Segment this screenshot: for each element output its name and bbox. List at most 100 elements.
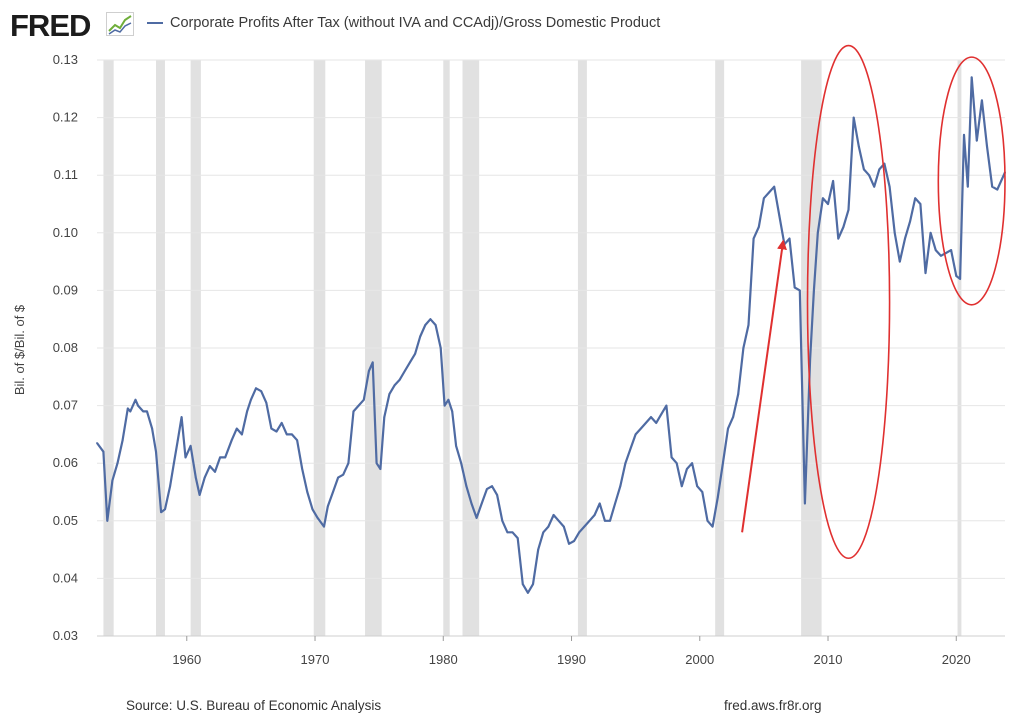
data-point bbox=[645, 421, 647, 424]
data-point bbox=[614, 502, 617, 505]
data-point bbox=[403, 370, 406, 372]
data-point bbox=[367, 370, 370, 372]
legend-label: Corporate Profits After Tax (without IVA… bbox=[170, 15, 661, 31]
data-point bbox=[747, 324, 750, 326]
data-point bbox=[950, 249, 953, 251]
data-point bbox=[316, 517, 319, 519]
data-point bbox=[578, 531, 581, 534]
data-point bbox=[311, 508, 314, 511]
data-point bbox=[827, 203, 829, 205]
data-point bbox=[383, 416, 386, 419]
source-note: Source: U.S. Bureau of Economic Analysis bbox=[126, 698, 382, 713]
data-point bbox=[639, 427, 642, 430]
data-point bbox=[176, 439, 179, 442]
y-tick-label: 0.03 bbox=[53, 628, 78, 643]
site-credit[interactable]: fred.aws.fr8r.org bbox=[724, 698, 822, 713]
data-point bbox=[893, 231, 896, 234]
y-tick-label: 0.05 bbox=[53, 513, 78, 528]
data-point bbox=[160, 511, 163, 514]
data-point bbox=[898, 260, 901, 263]
data-point bbox=[573, 540, 575, 542]
data-point bbox=[981, 99, 983, 102]
data-point bbox=[285, 433, 288, 436]
data-point bbox=[924, 272, 927, 275]
data-point bbox=[557, 519, 560, 522]
data-point bbox=[832, 180, 835, 182]
data-point bbox=[214, 470, 216, 473]
data-point bbox=[501, 519, 504, 522]
data-point bbox=[506, 531, 509, 534]
fred-logo[interactable]: FRED bbox=[10, 8, 91, 43]
gridlines bbox=[97, 59, 1005, 637]
data-point bbox=[665, 404, 668, 407]
series-line[interactable] bbox=[96, 76, 1007, 594]
x-tick-label: 1960 bbox=[172, 652, 201, 667]
data-point bbox=[680, 485, 683, 488]
data-point bbox=[660, 413, 663, 416]
data-point bbox=[169, 485, 172, 488]
data-point bbox=[280, 421, 283, 424]
data-point bbox=[460, 462, 463, 465]
x-tick-label: 1980 bbox=[429, 652, 458, 667]
data-point bbox=[184, 456, 187, 459]
data-point bbox=[102, 450, 105, 453]
x-tick-label: 2020 bbox=[942, 652, 971, 667]
data-point bbox=[173, 462, 175, 465]
data-point bbox=[842, 226, 845, 228]
data-point bbox=[598, 502, 601, 505]
data-point bbox=[629, 447, 632, 450]
data-point bbox=[270, 427, 273, 430]
red-arrow-annotation bbox=[741, 239, 787, 533]
data-point bbox=[996, 188, 999, 191]
data-point bbox=[296, 439, 298, 442]
y-tick-label: 0.10 bbox=[53, 225, 78, 240]
data-point bbox=[650, 416, 652, 419]
data-point bbox=[778, 214, 781, 217]
data-point bbox=[975, 139, 978, 142]
data-point bbox=[111, 479, 114, 482]
data-point bbox=[798, 289, 801, 292]
data-point bbox=[727, 427, 729, 430]
data-point bbox=[857, 145, 860, 148]
data-point bbox=[291, 433, 293, 436]
red-ellipse-annotation bbox=[937, 56, 1006, 306]
data-point bbox=[716, 496, 719, 499]
data-point bbox=[963, 133, 965, 136]
data-point bbox=[362, 398, 365, 401]
data-point bbox=[804, 502, 806, 505]
data-point bbox=[137, 404, 139, 407]
data-point bbox=[852, 116, 855, 119]
data-point bbox=[337, 476, 340, 479]
x-tick-label: 2000 bbox=[685, 652, 714, 667]
data-point bbox=[208, 465, 211, 467]
data-point bbox=[813, 289, 815, 292]
data-point bbox=[934, 249, 937, 251]
data-point bbox=[909, 220, 911, 223]
data-point bbox=[634, 433, 637, 436]
data-point bbox=[655, 421, 658, 424]
data-point bbox=[180, 416, 183, 419]
y-axis-label: Bil. of $/Bil. of $ bbox=[12, 304, 27, 395]
data-point bbox=[155, 450, 157, 453]
data-point bbox=[624, 462, 627, 465]
y-tick-label: 0.12 bbox=[53, 110, 78, 125]
data-point bbox=[357, 404, 360, 407]
data-point bbox=[306, 491, 309, 493]
data-point bbox=[847, 208, 850, 211]
data-point bbox=[332, 491, 334, 493]
y-tick-label: 0.08 bbox=[53, 340, 78, 355]
legend-swatch bbox=[147, 22, 163, 25]
data-point bbox=[547, 525, 550, 528]
data-point bbox=[480, 502, 483, 505]
data-point bbox=[809, 358, 811, 361]
y-tick-label: 0.11 bbox=[54, 167, 78, 182]
data-point bbox=[342, 473, 345, 476]
data-point bbox=[721, 462, 724, 465]
data-point bbox=[619, 485, 622, 488]
data-point bbox=[475, 517, 478, 519]
data-point bbox=[470, 502, 473, 505]
data-point bbox=[485, 488, 488, 491]
data-point bbox=[675, 462, 678, 465]
data-point bbox=[737, 393, 740, 395]
data-point bbox=[219, 456, 222, 459]
